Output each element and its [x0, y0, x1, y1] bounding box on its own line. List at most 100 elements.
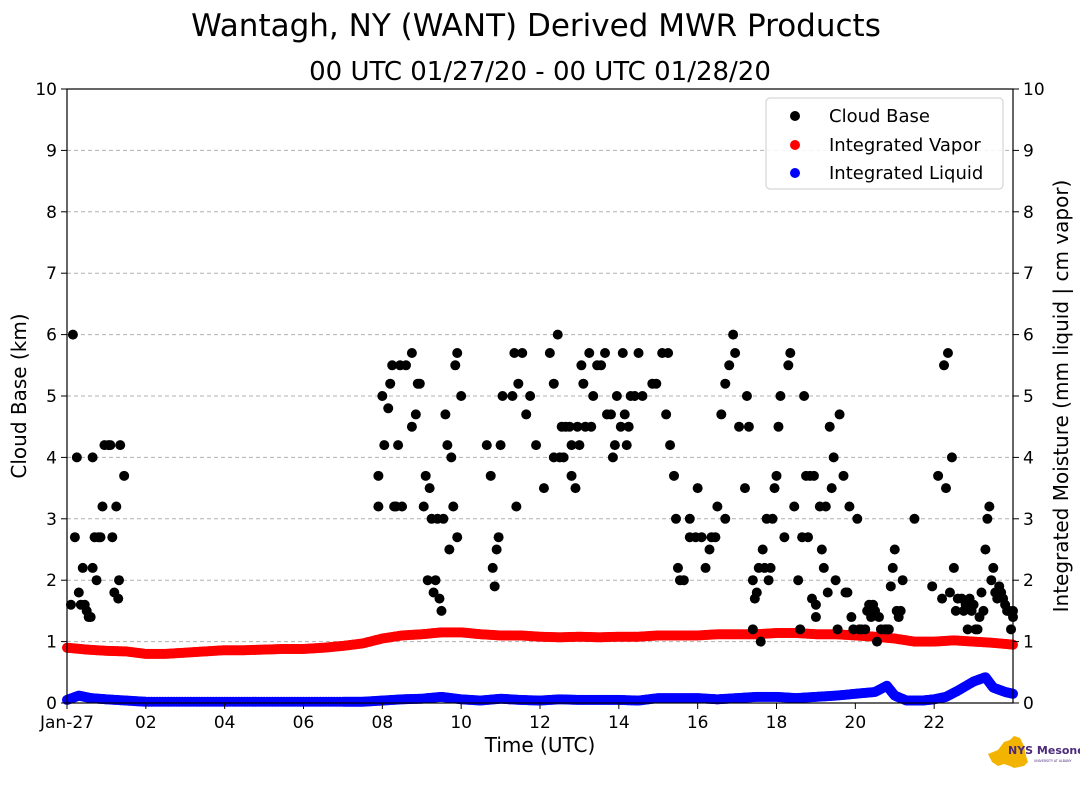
cloud-base-point — [493, 532, 504, 543]
cloud-base-point — [548, 378, 559, 389]
cloud-base-point — [669, 470, 680, 481]
cloud-base-point — [909, 513, 920, 524]
cloud-base-point — [619, 409, 630, 420]
y-tick-label: 6 — [46, 326, 57, 346]
cloud-base-point — [440, 409, 451, 420]
cloud-base-point — [950, 605, 961, 616]
cloud-base-point — [824, 421, 835, 432]
y-tick-label: 9 — [46, 141, 57, 161]
cloud-base-point — [832, 624, 843, 635]
chart-subtitle: 00 UTC 01/27/20 - 00 UTC 01/28/20 — [309, 57, 771, 87]
cloud-base-point — [810, 599, 821, 610]
cloud-base-point — [67, 329, 78, 340]
cloud-base-point — [73, 587, 84, 598]
cloud-base-point — [69, 532, 80, 543]
cloud-base-point — [448, 501, 459, 512]
x-axis-label: Time (UTC) — [484, 733, 596, 757]
cloud-base-point — [940, 483, 951, 494]
cloud-base-point — [710, 532, 721, 543]
cloud-base-point — [566, 470, 577, 481]
y-tick-label: 6 — [1023, 326, 1034, 346]
cloud-base-point — [808, 470, 819, 481]
cloud-base-point — [607, 452, 618, 463]
cloud-base-point — [507, 391, 518, 401]
logo-subtext: UNIVERSITY AT ALBANY — [1034, 759, 1072, 763]
chart-title: Wantagh, NY (WANT) Derived MWR Products — [191, 8, 881, 44]
cloud-base-point — [897, 575, 908, 586]
cloud-base-point — [763, 575, 774, 586]
cloud-base-point — [87, 452, 98, 463]
cloud-base-point — [485, 470, 496, 481]
cloud-base-point — [422, 575, 433, 586]
cloud-base-point — [795, 624, 806, 635]
cloud-base-point — [385, 378, 396, 389]
cloud-base-point — [816, 544, 827, 555]
cloud-base-point — [946, 452, 957, 463]
cloud-base-point — [623, 421, 634, 432]
cloud-base-point — [712, 501, 723, 512]
y-tick-label: 1 — [46, 633, 57, 653]
cloud-base-point — [615, 421, 626, 432]
logo-text: NYS Mesonet — [1008, 744, 1080, 757]
cloud-base-point — [430, 575, 441, 586]
cloud-base-point — [438, 513, 449, 524]
cloud-base-point — [785, 348, 796, 359]
cloud-base-point — [887, 562, 898, 573]
cloud-base-point — [584, 348, 595, 359]
cloud-base-point — [948, 562, 959, 573]
cloud-base-point — [586, 421, 597, 432]
cloud-base-point — [578, 378, 589, 389]
y-tick-label: 10 — [1023, 80, 1045, 100]
cloud-base-point — [828, 452, 839, 463]
cloud-base-point — [517, 348, 528, 359]
cloud-base-point — [379, 440, 390, 451]
legend-box — [765, 97, 1004, 190]
x-tick-label: 04 — [214, 713, 236, 733]
cloud-base-point — [97, 501, 108, 512]
cloud-base-point — [830, 575, 841, 586]
cloud-base-point — [400, 360, 411, 371]
cloud-base-point — [489, 581, 500, 592]
cloud-base-point — [115, 440, 126, 451]
cloud-base-point — [497, 391, 508, 401]
cloud-base-point — [684, 513, 695, 524]
cloud-base-point — [885, 581, 896, 592]
cloud-base-point — [572, 421, 583, 432]
cloud-base-point — [525, 391, 536, 401]
legend-marker-integrated-liquid — [790, 168, 800, 178]
cloud-base-point — [609, 440, 620, 451]
cloud-base-point — [734, 421, 745, 432]
cloud-base-point — [968, 599, 979, 610]
cloud-base-point — [629, 391, 640, 401]
y-tick-label: 4 — [46, 448, 57, 468]
cloud-base-point — [442, 440, 453, 451]
cloud-base-point — [552, 329, 563, 340]
cloud-base-point — [665, 440, 676, 451]
cloud-base-point — [755, 636, 766, 647]
cloud-base-point — [373, 470, 384, 481]
cloud-base-point — [984, 501, 995, 512]
cloud-base-point — [71, 452, 82, 463]
cloud-base-point — [1006, 624, 1017, 635]
cloud-base-point — [621, 440, 632, 451]
x-tick-label: 18 — [766, 713, 788, 733]
cloud-base-point — [564, 421, 575, 432]
y-tick-label: 9 — [1023, 141, 1034, 161]
cloud-base-point — [883, 624, 894, 635]
cloud-base-point — [771, 470, 782, 481]
cloud-base-point — [511, 501, 522, 512]
cloud-base-point — [739, 483, 750, 494]
legend-label-cloud-base: Cloud Base — [829, 106, 930, 127]
cloud-base-point — [558, 452, 569, 463]
cloud-base-point — [700, 562, 711, 573]
cloud-base-point — [810, 612, 821, 623]
x-tick-label: 02 — [135, 713, 157, 733]
y-axis-label-right: Integrated Moisture (mm liquid | cm vapo… — [1049, 180, 1073, 613]
cloud-base-point — [85, 612, 96, 623]
cloud-base-point — [633, 348, 644, 359]
y-tick-label: 8 — [1023, 203, 1034, 223]
cloud-base-point — [982, 513, 993, 524]
cloud-base-point — [383, 403, 394, 414]
legend-label-integrated-liquid: Integrated Liquid — [829, 163, 983, 184]
